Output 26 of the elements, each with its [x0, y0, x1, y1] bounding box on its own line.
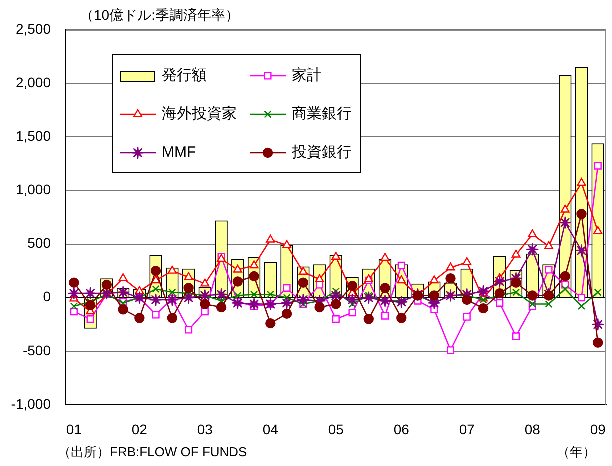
y-tick-label: 1,000: [16, 182, 52, 198]
y-axis-title: （10億ドル:季調済年率）: [80, 6, 240, 23]
y-tick-label: 1,500: [16, 128, 52, 144]
legend-label: MMF: [162, 144, 196, 162]
x-tick-label: 04: [262, 421, 279, 438]
x-tick-label: 05: [328, 421, 344, 438]
y-tick-label: -500: [22, 342, 52, 358]
text: （出所）FRB:FLOW OF FUNDS: [58, 444, 248, 460]
x-tick-label: 01: [66, 421, 82, 438]
legend-label: 商業銀行: [292, 106, 352, 123]
legend-label: 発行額: [162, 67, 207, 84]
x-tick-label: 09: [590, 421, 606, 438]
x-axis-title: （年）: [557, 444, 596, 460]
x-tick-label: 06: [394, 421, 410, 438]
x-tick-label: 03: [197, 421, 214, 438]
legend-label: 家計: [292, 67, 322, 84]
y-tick-label: 500: [28, 235, 52, 252]
y-tick-label: 2,000: [16, 74, 52, 90]
x-tick-label: 07: [459, 421, 476, 438]
y-tick-label: -1,000: [11, 396, 52, 412]
x-tick-label: 08: [524, 421, 541, 438]
y-tick-label: 0: [43, 288, 52, 305]
legend-label: 投資銀行: [291, 144, 352, 162]
x-tick-label: 02: [132, 421, 148, 438]
y-tick-label: 2,500: [16, 20, 52, 37]
legend-label: 海外投資家: [162, 106, 237, 123]
